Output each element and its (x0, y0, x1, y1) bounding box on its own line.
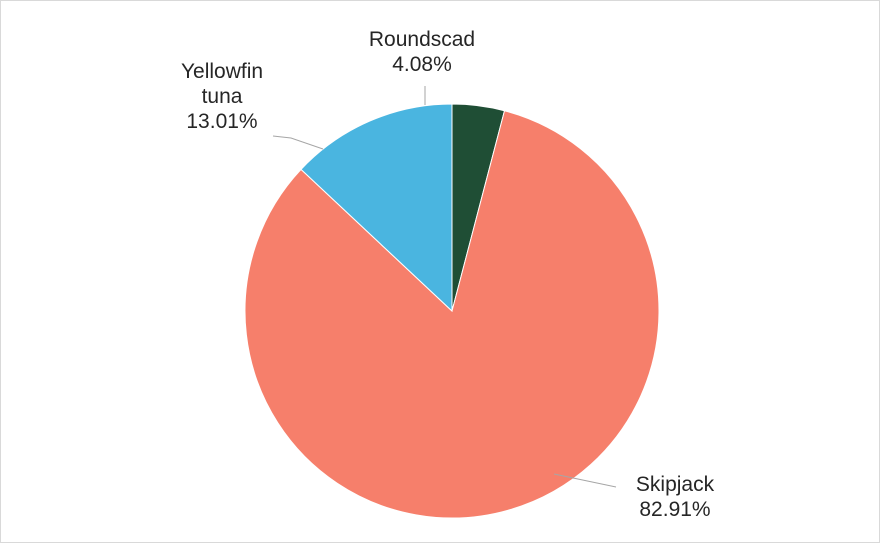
data-label-category: tuna (202, 85, 243, 108)
data-label-roundscad: Roundscad 4.08% (369, 28, 475, 76)
pie-slice-yellowfin-tuna (300, 103, 453, 313)
data-label-value: 13.01% (186, 110, 257, 133)
data-label-category: Skipjack (636, 473, 715, 496)
data-label-category: Yellowfin (181, 60, 263, 83)
pie-slices (244, 103, 660, 519)
leader-lines (272, 86, 617, 488)
data-label-value: 4.08% (392, 53, 452, 76)
data-labels: Roundscad 4.08% Skipjack 82.91% Yellowfin tun… (181, 28, 715, 521)
pie-slice-skipjack (244, 110, 660, 519)
leader-line-skipjack (553, 473, 617, 488)
data-label-yellowfin-tuna: Yellowfin tuna 13.01% (181, 60, 263, 133)
data-label-skipjack: Skipjack 82.91% (636, 473, 715, 521)
data-label-value: 82.91% (639, 498, 710, 521)
data-label-category: Roundscad (369, 28, 475, 51)
leader-line-yellowfin-tuna (272, 135, 324, 150)
